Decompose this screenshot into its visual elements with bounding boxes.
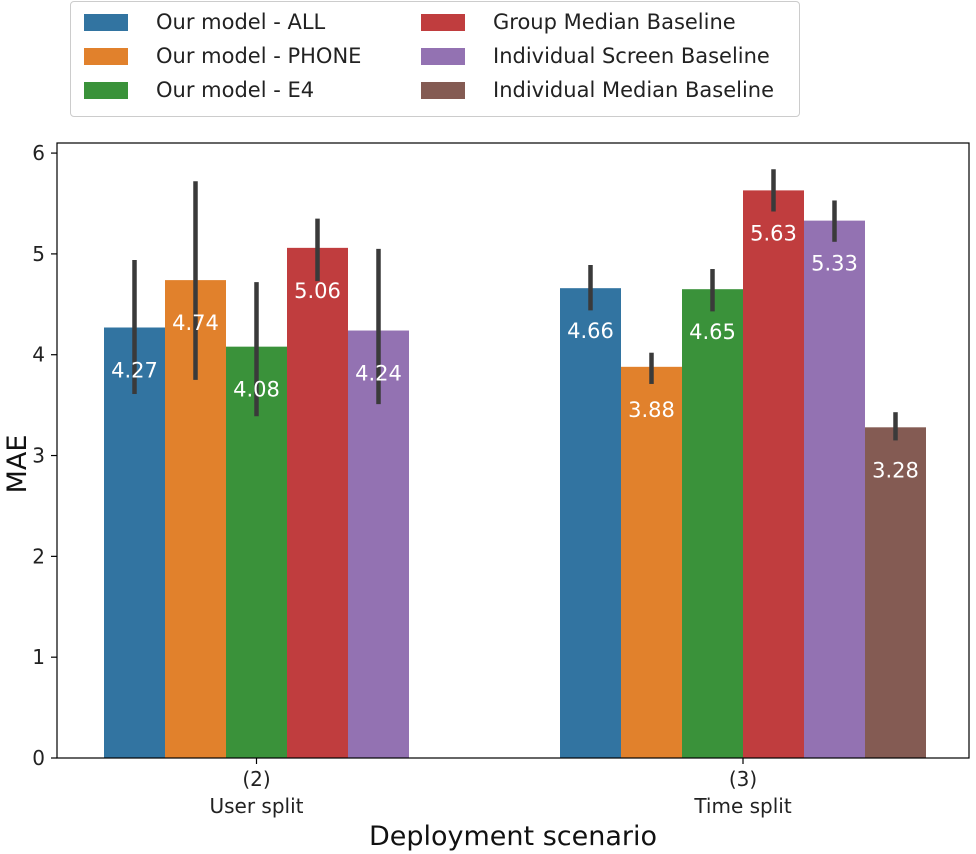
legend-label: Our model - PHONE xyxy=(156,44,362,68)
data-label: 4.65 xyxy=(689,320,736,344)
bar xyxy=(287,247,348,758)
y-tick-label: 2 xyxy=(32,544,45,568)
legend-label: Individual Median Baseline xyxy=(493,78,775,102)
legend-label: Individual Screen Baseline xyxy=(493,44,770,68)
bar xyxy=(621,366,682,758)
legend-label: Group Median Baseline xyxy=(493,10,736,34)
data-label: 3.88 xyxy=(628,398,675,422)
legend-swatch xyxy=(84,81,128,99)
data-label: 4.66 xyxy=(567,319,614,343)
y-axis: 0 1 2 3 4 5 6 xyxy=(32,141,57,770)
data-label: 5.06 xyxy=(294,279,341,303)
x-tick-label: (2) xyxy=(242,767,270,791)
legend-item: Individual Median Baseline xyxy=(421,75,774,105)
legend-swatch xyxy=(421,47,465,65)
legend-label: Our model - ALL xyxy=(156,10,326,34)
legend-swatch xyxy=(84,13,128,31)
legend-swatch xyxy=(84,47,128,65)
legend: Our model - ALL Our model - PHONE Our mode… xyxy=(70,1,800,117)
error-bars-layer xyxy=(132,169,898,441)
legend-label: Our model - E4 xyxy=(156,78,315,102)
y-tick-label: 5 xyxy=(32,242,45,266)
legend-swatch xyxy=(421,81,465,99)
legend-swatch xyxy=(421,13,465,31)
x-axis-label: Deployment scenario xyxy=(369,821,657,852)
data-label: 4.24 xyxy=(355,362,402,386)
y-axis-label: MAE xyxy=(2,435,33,494)
data-label: 5.33 xyxy=(811,252,858,276)
y-tick-label: 1 xyxy=(32,645,45,669)
bar xyxy=(560,288,621,758)
y-tick-label: 4 xyxy=(32,343,45,367)
legend-item: Our model - PHONE xyxy=(84,41,361,71)
legend-item: Individual Screen Baseline xyxy=(421,41,770,71)
x-tick-label: User split xyxy=(209,794,303,818)
bar xyxy=(743,190,804,758)
data-label: 3.28 xyxy=(872,458,919,482)
y-tick-label: 0 xyxy=(32,746,45,770)
y-tick-label: 3 xyxy=(32,444,45,468)
x-tick-label: (3) xyxy=(729,767,757,791)
bar xyxy=(682,289,743,758)
legend-item: Our model - ALL xyxy=(84,7,325,37)
bar xyxy=(865,427,926,758)
bars-layer xyxy=(104,190,926,758)
x-tick-label: Time split xyxy=(693,794,792,818)
data-label: 4.74 xyxy=(172,311,219,335)
data-label: 5.63 xyxy=(750,221,797,245)
y-tick-label: 6 xyxy=(32,141,45,165)
data-labels-layer: 4.27 4.66 4.74 3.88 4.08 4.65 5.06 5.63 4.24 5.33… xyxy=(111,221,919,482)
plot-frame xyxy=(56,142,970,759)
x-axis: (2) User split (3) Time split xyxy=(209,758,792,818)
data-label: 4.27 xyxy=(111,359,158,383)
bar xyxy=(104,327,165,758)
legend-item: Our model - E4 xyxy=(84,75,314,105)
data-label: 4.08 xyxy=(233,378,280,402)
legend-item: Group Median Baseline xyxy=(421,7,736,37)
bar xyxy=(804,220,865,758)
